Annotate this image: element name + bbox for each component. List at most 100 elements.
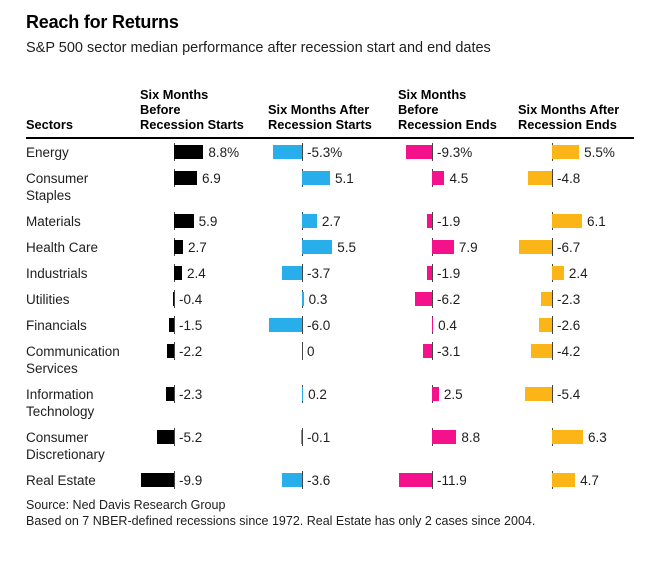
bar-value-label: 5.5% [584, 145, 615, 160]
zero-baseline-tick [432, 212, 433, 230]
zero-baseline-tick [552, 238, 553, 256]
chart-cell: 6.1 [518, 212, 634, 230]
table-row: Communication Services -2.2 0 -3.1 -4.2 [26, 342, 634, 377]
bar-value-label: 4.7 [580, 473, 599, 488]
bar-value-label: -2.3 [179, 387, 203, 402]
bar-consumer-staples [302, 171, 331, 185]
table-row: Consumer Discretionary -5.2 -0.1 8.8 6.3 [26, 428, 634, 463]
bar-financials [432, 318, 434, 332]
chart-cell: 0.2 [268, 385, 398, 403]
bar-financials [169, 318, 174, 332]
sector-label: Real Estate [26, 473, 96, 488]
bar-value-label: 2.7 [188, 240, 207, 255]
bar-value-label: -6.7 [557, 240, 581, 255]
chart-title: Reach for Returns [26, 12, 179, 32]
bar-financials [269, 318, 302, 332]
bar-value-label: 2.4 [187, 266, 206, 281]
zero-baseline-tick [174, 290, 175, 308]
sector-label: Utilities [26, 292, 70, 307]
table-row: Industrials 2.4 -3.7 -1.9 2.4 [26, 264, 634, 282]
bar-value-label: 5.1 [335, 171, 354, 186]
bar-value-label: -3.6 [307, 473, 331, 488]
chart-cell: -3.1 [398, 342, 518, 360]
sector-label: Industrials [26, 266, 88, 281]
zero-baseline-tick [432, 264, 433, 282]
zero-baseline-tick [432, 290, 433, 308]
table-body: Energy 8.8% -5.3% -9.3% 5.5% Consumer Staples… [26, 143, 634, 489]
sector-label: Information Technology [26, 387, 95, 419]
bar-real-estate [141, 473, 174, 487]
chart-cell: -9.3% [398, 143, 518, 161]
bar-health-care [174, 240, 183, 254]
zero-baseline-tick [174, 385, 175, 403]
bar-real-estate [399, 473, 432, 487]
source-text: Source: Ned Davis Research Group [26, 498, 226, 512]
bar-materials [426, 214, 432, 228]
zero-baseline-tick [174, 471, 175, 489]
bar-value-label: -2.2 [179, 344, 203, 359]
bar-financials [539, 318, 552, 332]
column-header-six-months-before-recession-starts: Six Months Before Recession Starts [140, 87, 244, 132]
bar-materials [552, 214, 583, 228]
bar-utilities [540, 292, 552, 306]
chart-cell: -6.0 [268, 316, 398, 334]
chart-cell: -1.5 [140, 316, 268, 334]
bar-industrials [426, 266, 432, 280]
bar-value-label: -6.0 [307, 318, 331, 333]
bar-value-label: 0.3 [308, 292, 328, 307]
sector-label: Financials [26, 318, 87, 333]
chart-cell: 4.7 [518, 471, 634, 489]
table-header: Sectors Six Months Before Recession Star… [26, 87, 634, 139]
bar-communication-services [531, 344, 552, 358]
bar-utilities [302, 292, 304, 306]
table-row: Utilities -0.4 0.3 -6.2 -2.3 [26, 290, 634, 308]
bar-value-label: 6.9 [202, 171, 221, 186]
table-row: Health Care 2.7 5.5 7.9 -6.7 [26, 238, 634, 256]
bar-value-label: 5.5 [337, 240, 357, 255]
bar-health-care [432, 240, 454, 254]
chart-cell: 5.5% [518, 143, 634, 161]
bar-information-technology [166, 387, 174, 401]
chart-cell: 8.8% [140, 143, 268, 161]
chart-cell: -4.2 [518, 342, 634, 360]
bar-value-label: -9.3% [437, 145, 473, 160]
zero-baseline-tick [552, 385, 553, 403]
chart-cell: -0.4 [140, 290, 268, 308]
zero-baseline-tick [302, 471, 303, 489]
chart-cell: 2.7 [268, 212, 398, 230]
table-row: Consumer Staples 6.9 5.1 4.5 -4.8 [26, 169, 634, 204]
zero-baseline-tick [432, 471, 433, 489]
bar-consumer-staples [528, 171, 552, 185]
zero-baseline-tick [302, 428, 303, 446]
chart-cell: -6.2 [398, 290, 518, 308]
bar-health-care [302, 240, 333, 254]
chart-cell: 5.1 [268, 169, 398, 187]
sector-label: Energy [26, 145, 69, 160]
chart-cell: -2.6 [518, 316, 634, 334]
bar-value-label: -1.9 [437, 266, 461, 281]
bar-value-label: -4.2 [557, 344, 581, 359]
zero-baseline-tick [432, 143, 433, 161]
column-header-six-months-after-recession-starts: Six Months After Recession Starts [268, 102, 372, 132]
chart-cell: 4.5 [398, 169, 518, 187]
chart-cell: -5.2 [140, 428, 268, 446]
bar-materials [302, 214, 317, 228]
bar-consumer-discretionary [156, 430, 174, 444]
bar-consumer-discretionary [301, 430, 302, 444]
bar-real-estate [552, 473, 576, 487]
column-header-six-months-before-recession-ends: Six Months Before Recession Ends [398, 87, 497, 132]
column-header-six-months-after-recession-ends: Six Months After Recession Ends [518, 102, 620, 132]
sector-label: Consumer Staples [26, 171, 89, 203]
bar-value-label: -11.9 [437, 473, 467, 488]
bar-energy [174, 145, 204, 159]
bar-value-label: 6.1 [587, 214, 606, 229]
bar-value-label: 7.9 [458, 240, 478, 255]
bar-industrials [552, 266, 564, 280]
bar-value-label: -1.9 [437, 214, 461, 229]
zero-baseline-tick [552, 342, 553, 360]
footnote-text: Based on 7 NBER-defined recessions since… [26, 513, 536, 528]
zero-baseline-tick [552, 290, 553, 308]
chart-cell: 2.7 [140, 238, 268, 256]
chart-cell: 5.5 [268, 238, 398, 256]
